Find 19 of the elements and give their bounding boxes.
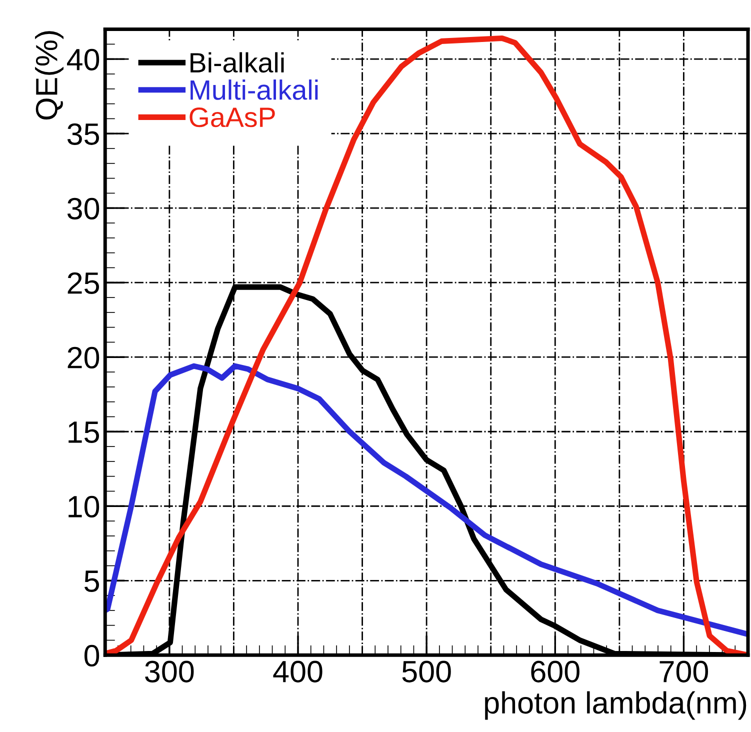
y-axis-title: QE(%): [35, 31, 64, 120]
x-tick-label: 400: [273, 660, 322, 682]
legend-label: GaAsP: [190, 108, 275, 128]
legend-label: Multi-alkali: [190, 79, 318, 100]
y-tick-label: 25: [68, 272, 99, 294]
legend-label: Bi-alkali: [190, 52, 284, 73]
x-axis-title: photon lambda(nm): [485, 691, 746, 720]
x-tick-label: 600: [531, 660, 580, 682]
y-tick-label: 40: [66, 48, 100, 70]
y-tick-label: 20: [68, 346, 100, 368]
y-tick-label: 5: [84, 570, 99, 592]
y-tick-label: 35: [67, 123, 99, 145]
y-tick-label: 15: [68, 422, 99, 443]
y-tick-label: 10: [68, 496, 100, 518]
y-tick-label: 30: [67, 198, 100, 220]
y-tick-label: 0: [84, 644, 100, 667]
x-tick-label: 700: [660, 660, 708, 682]
x-tick-label: 500: [402, 660, 451, 682]
x-tick-label: 300: [145, 660, 194, 682]
